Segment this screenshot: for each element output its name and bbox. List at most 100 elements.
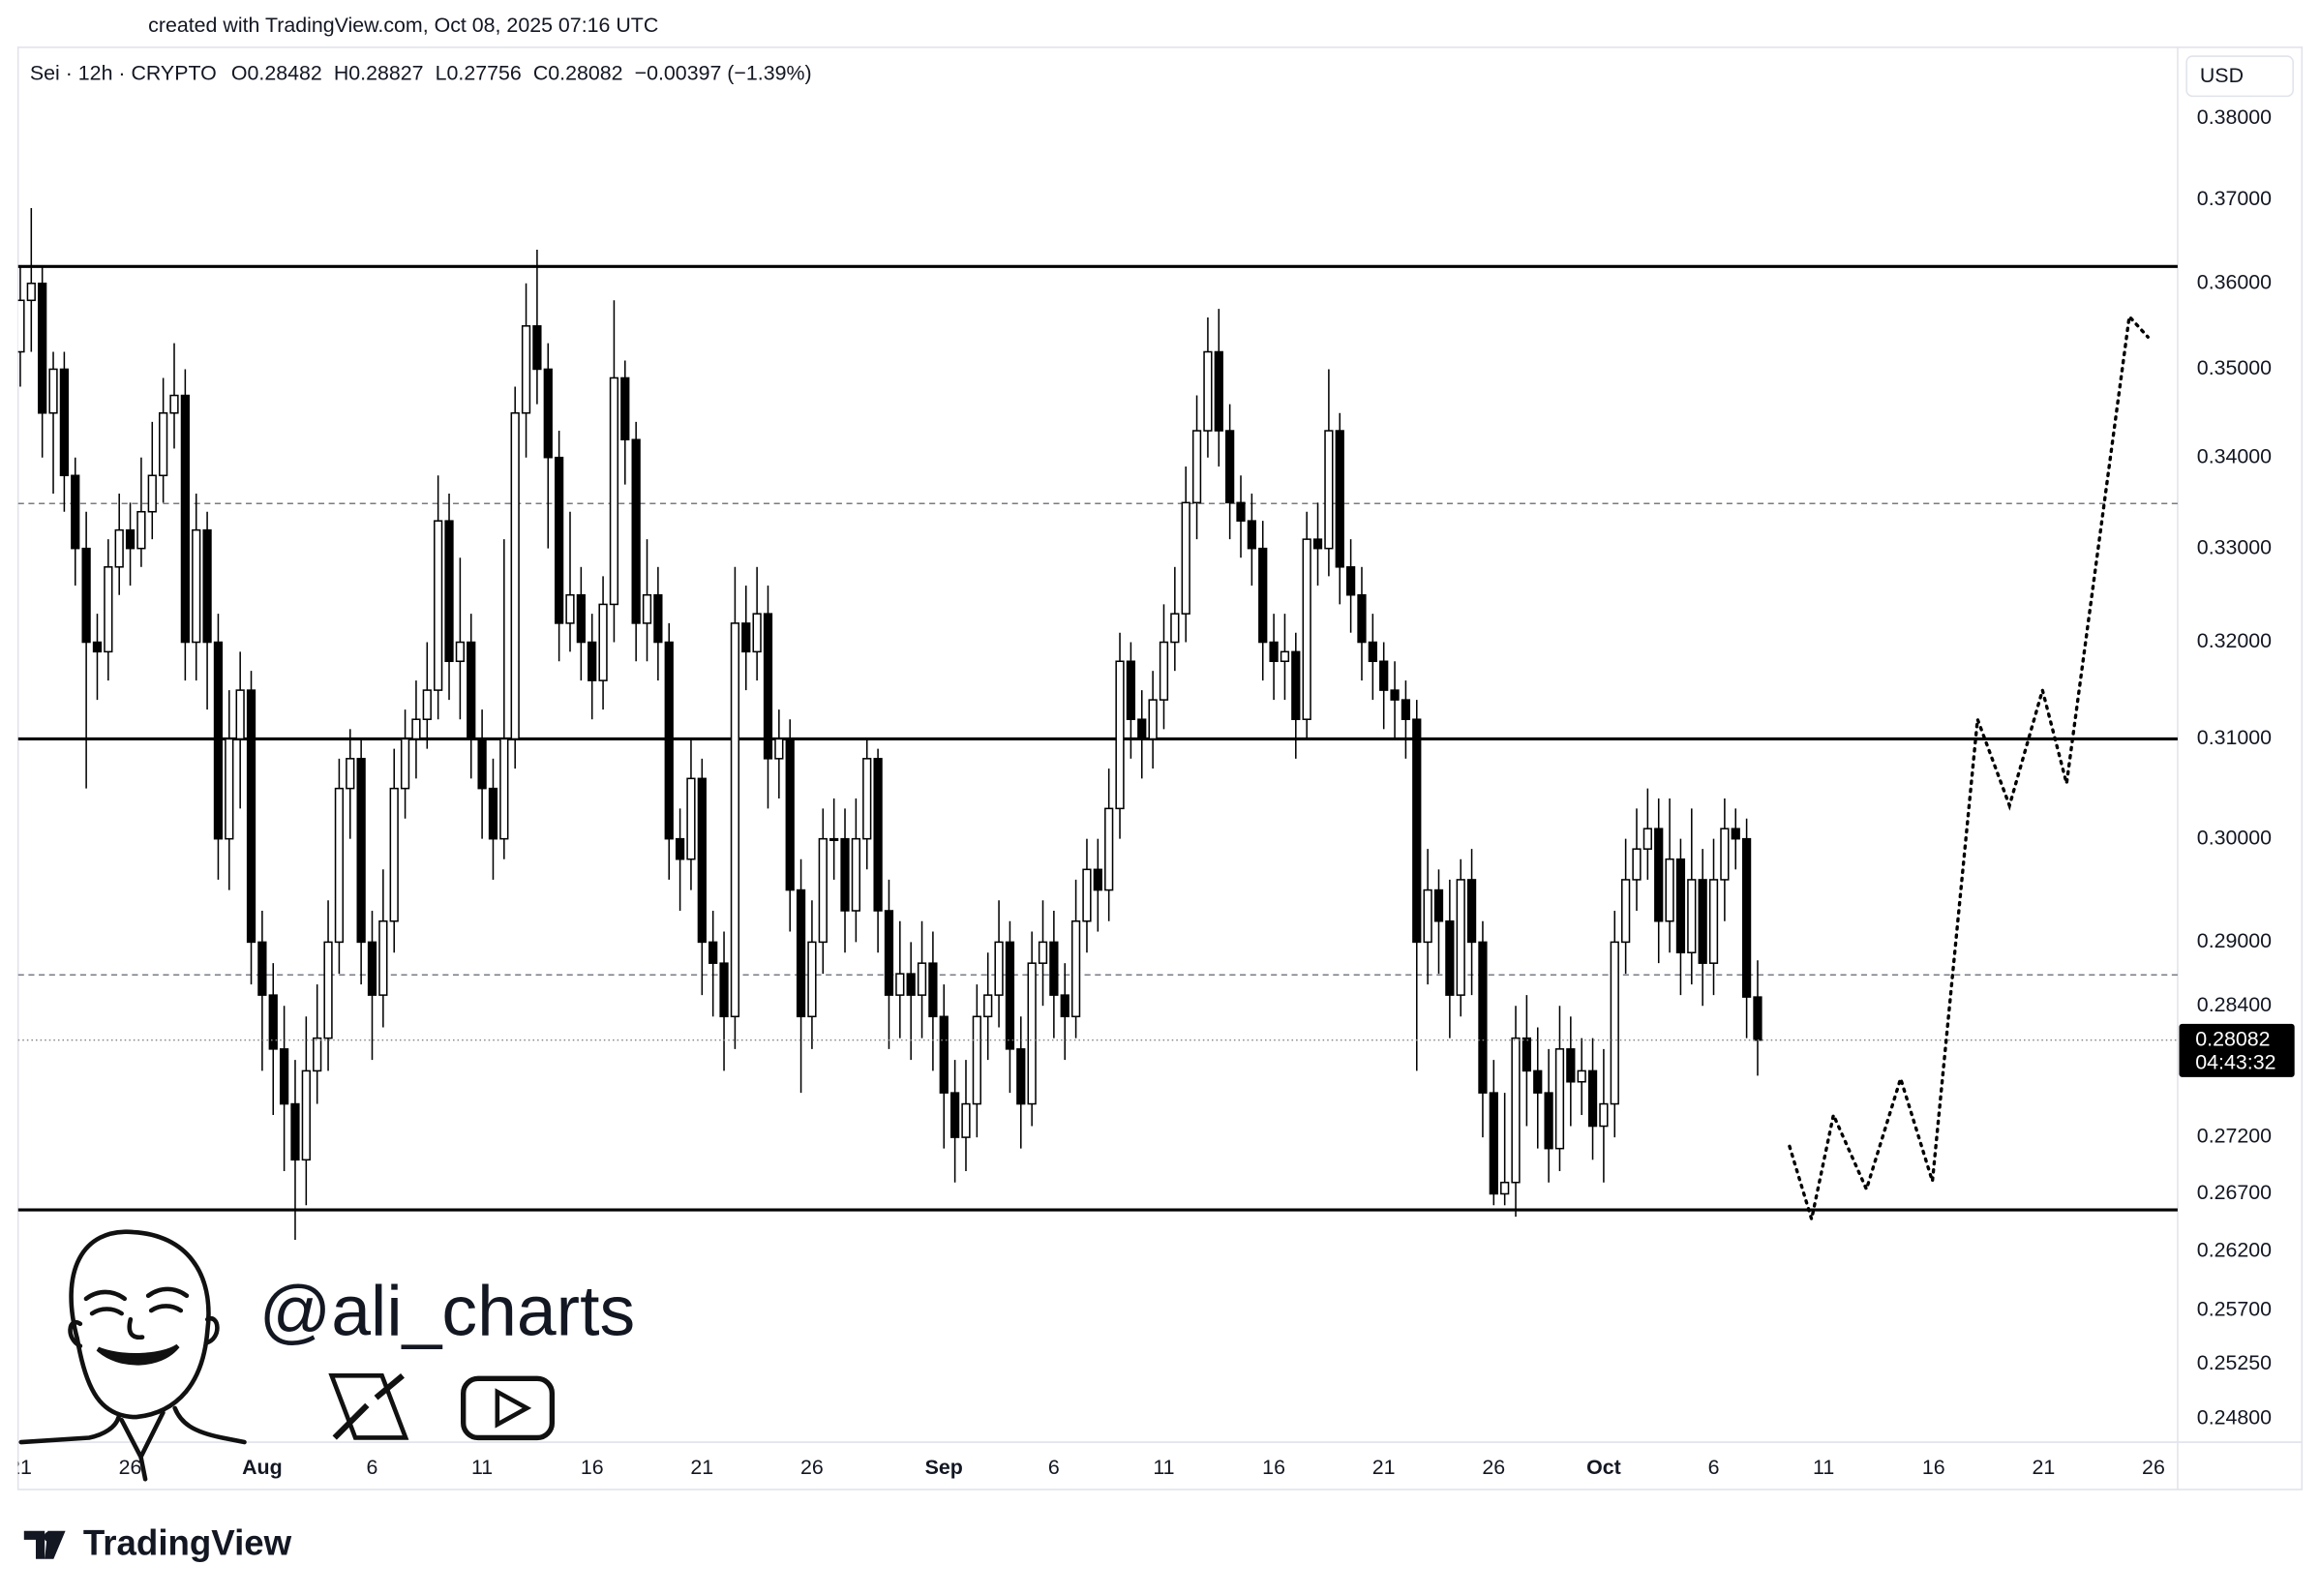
candle-body — [1654, 828, 1664, 922]
youtube-play — [495, 1388, 532, 1429]
candle-body — [1357, 593, 1367, 644]
candle-body — [1665, 858, 1674, 922]
candle-body — [323, 941, 333, 1039]
x-tick-label: 21 — [9, 1456, 32, 1479]
avatar-nose — [127, 1316, 145, 1340]
chart-frame — [16, 46, 2304, 1491]
candle-body — [434, 520, 443, 691]
candle-body — [1544, 1092, 1553, 1150]
candle-body — [807, 941, 817, 1018]
candle-body — [1181, 501, 1190, 615]
candle-body — [1708, 879, 1719, 964]
y-tick-label: 0.33000 — [2197, 535, 2272, 558]
brand-name: TradingView — [83, 1523, 292, 1563]
brand-mark — [23, 1530, 66, 1559]
y-tick-label: 0.27200 — [2197, 1125, 2272, 1148]
avatar-smile — [96, 1343, 180, 1366]
candle-body — [1258, 547, 1268, 644]
candle-body — [1675, 858, 1686, 954]
candle-body — [840, 837, 850, 912]
candle-body — [444, 520, 454, 663]
candle-body — [620, 376, 630, 440]
candle-body — [1456, 879, 1465, 996]
candle-body — [1070, 919, 1081, 1018]
candle-body — [1698, 879, 1707, 964]
candle-body — [796, 888, 806, 1018]
candle-body — [1082, 868, 1092, 922]
candle-body — [1027, 962, 1037, 1105]
candle-body — [686, 777, 696, 860]
candle-body — [949, 1092, 960, 1138]
candle-body — [1060, 994, 1070, 1018]
candle-body — [59, 368, 70, 477]
y-tick-label: 0.32000 — [2197, 629, 2272, 652]
candle-body — [1489, 1092, 1498, 1195]
candle-body — [576, 593, 586, 644]
candle-body — [752, 613, 762, 653]
candle-body — [1753, 996, 1763, 1041]
candle-body — [1324, 430, 1334, 550]
candle-body — [192, 528, 201, 644]
x-tick-label: 26 — [800, 1456, 824, 1479]
candle-body — [906, 973, 916, 996]
currency-label[interactable]: USD — [2200, 64, 2244, 87]
candle-body — [1225, 430, 1235, 504]
candle-body — [346, 758, 355, 790]
x-tick-label: 26 — [2142, 1456, 2165, 1479]
candle-body — [1016, 1048, 1026, 1105]
x-tick-label: 6 — [367, 1456, 378, 1479]
candle-body — [1203, 350, 1213, 432]
y-tick-label: 0.25700 — [2197, 1297, 2272, 1320]
candle-body — [588, 641, 597, 681]
candle-body — [1731, 828, 1740, 840]
candle-body — [1126, 660, 1136, 720]
avatar-brows — [83, 1286, 190, 1302]
candle-body — [708, 941, 718, 964]
candle-body — [642, 593, 652, 624]
close-value: C0.28082 — [533, 61, 623, 84]
candle-body — [1642, 828, 1652, 850]
candle-body — [510, 411, 520, 740]
projection-path — [1788, 313, 2150, 1220]
legend: Sei · 12h · CRYPTO O0.28482 H0.28827 L0.… — [30, 61, 812, 84]
candle-body — [1741, 837, 1752, 998]
brand-logo: TradingView — [23, 1523, 292, 1563]
candle-body — [1433, 888, 1444, 922]
candle-body — [334, 787, 345, 944]
x-tick-label: Oct — [1586, 1456, 1621, 1479]
candle-body — [565, 593, 575, 624]
avatar-head — [69, 1229, 211, 1420]
candle-body — [653, 593, 663, 644]
candle-body — [422, 689, 432, 720]
candle-body — [1412, 718, 1422, 944]
candle-body — [467, 641, 476, 740]
last-price-bg — [2179, 1023, 2295, 1077]
candle-body — [1247, 520, 1256, 550]
candle-body — [1291, 650, 1301, 720]
candle-body — [1632, 848, 1642, 881]
candle-body — [1269, 641, 1279, 663]
candle-body — [301, 1069, 311, 1161]
last-price-label: 0.28082 — [2195, 1027, 2270, 1050]
candle-body — [1500, 1181, 1510, 1195]
x-tick-label: 21 — [690, 1456, 713, 1479]
candle-body — [785, 738, 795, 891]
candle-body — [555, 456, 564, 624]
candle-body — [477, 738, 487, 790]
youtube-icon — [461, 1375, 556, 1441]
candle-body — [972, 1015, 981, 1105]
y-tick-label: 0.25250 — [2197, 1351, 2272, 1374]
candle-body — [356, 758, 366, 944]
candle-body — [367, 941, 377, 996]
candle-body — [664, 641, 674, 840]
plot-area — [17, 208, 2178, 1241]
y-tick-label: 0.28400 — [2197, 993, 2272, 1016]
youtube-frame — [461, 1375, 556, 1441]
currency-button[interactable] — [2185, 55, 2294, 98]
x-tick-label: 16 — [581, 1456, 604, 1479]
candle-body — [499, 738, 509, 840]
candle-body — [532, 325, 542, 371]
y-tick-label: 0.26200 — [2197, 1239, 2272, 1262]
